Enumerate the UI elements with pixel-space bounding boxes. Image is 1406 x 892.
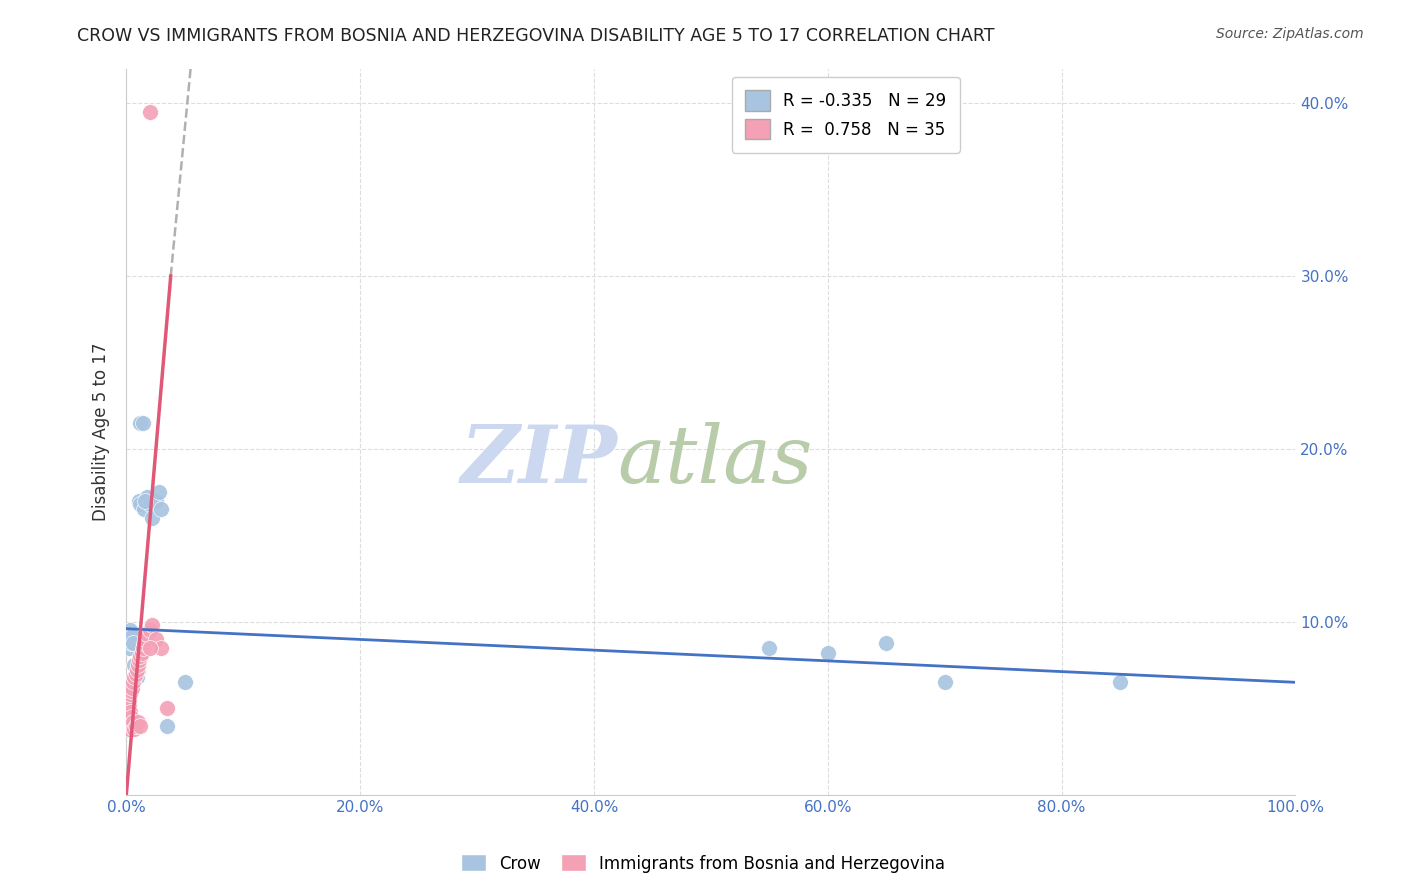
Point [117,718,139,732]
Point [121,681,143,695]
Legend: Crow, Immigrants from Bosnia and Herzegovina: Crow, Immigrants from Bosnia and Herzego… [454,847,952,880]
Point [128,493,150,508]
Point [122,635,145,649]
Point [117,698,139,712]
Point [132,635,155,649]
Point [120,635,142,649]
Point [148,485,170,500]
Point [122,675,145,690]
Point [117,692,139,706]
Point [124,666,146,681]
Point [138,497,160,511]
Point [121,629,143,643]
Point [141,618,163,632]
Point [129,416,152,430]
Point [1109,675,1132,690]
Point [129,649,152,664]
Point [138,640,160,655]
Point [138,104,160,119]
Point [129,718,152,732]
Point [132,502,155,516]
Legend: R = -0.335   N = 29, R =  0.758   N = 35: R = -0.335 N = 29, R = 0.758 N = 35 [731,77,960,153]
Point [131,640,153,655]
Text: Source: ZipAtlas.com: Source: ZipAtlas.com [1216,27,1364,41]
Point [124,658,146,673]
Point [875,635,897,649]
Point [127,658,149,673]
Point [145,632,167,646]
Point [145,493,167,508]
Point [124,722,146,736]
Point [118,624,141,638]
Point [138,624,160,638]
Point [136,491,159,505]
Point [134,632,156,646]
Point [120,710,142,724]
Point [156,701,179,715]
Point [118,705,141,719]
Point [128,653,150,667]
Text: ZIP: ZIP [461,422,617,500]
Y-axis label: Disability Age 5 to 17: Disability Age 5 to 17 [93,343,110,521]
Point [131,646,153,660]
Point [934,675,956,690]
Point [136,627,159,641]
Point [125,663,148,677]
Point [117,701,139,715]
Point [117,632,139,646]
Point [118,687,141,701]
Point [122,715,145,730]
Point [124,666,146,681]
Point [150,640,173,655]
Text: atlas: atlas [617,422,813,500]
Point [156,718,179,732]
Point [127,715,149,730]
Point [173,675,195,690]
Point [127,663,149,677]
Point [150,502,173,516]
Point [117,722,139,736]
Point [758,640,780,655]
Point [129,497,152,511]
Text: CROW VS IMMIGRANTS FROM BOSNIA AND HERZEGOVINA DISABILITY AGE 5 TO 17 CORRELATIO: CROW VS IMMIGRANTS FROM BOSNIA AND HERZE… [77,27,995,45]
Point [121,718,143,732]
Point [134,493,156,508]
Point [125,670,148,684]
Point [118,715,141,730]
Point [817,646,839,660]
Point [124,670,146,684]
Point [131,416,153,430]
Point [120,684,142,698]
Point [141,511,163,525]
Point [124,718,146,732]
Point [117,640,139,655]
